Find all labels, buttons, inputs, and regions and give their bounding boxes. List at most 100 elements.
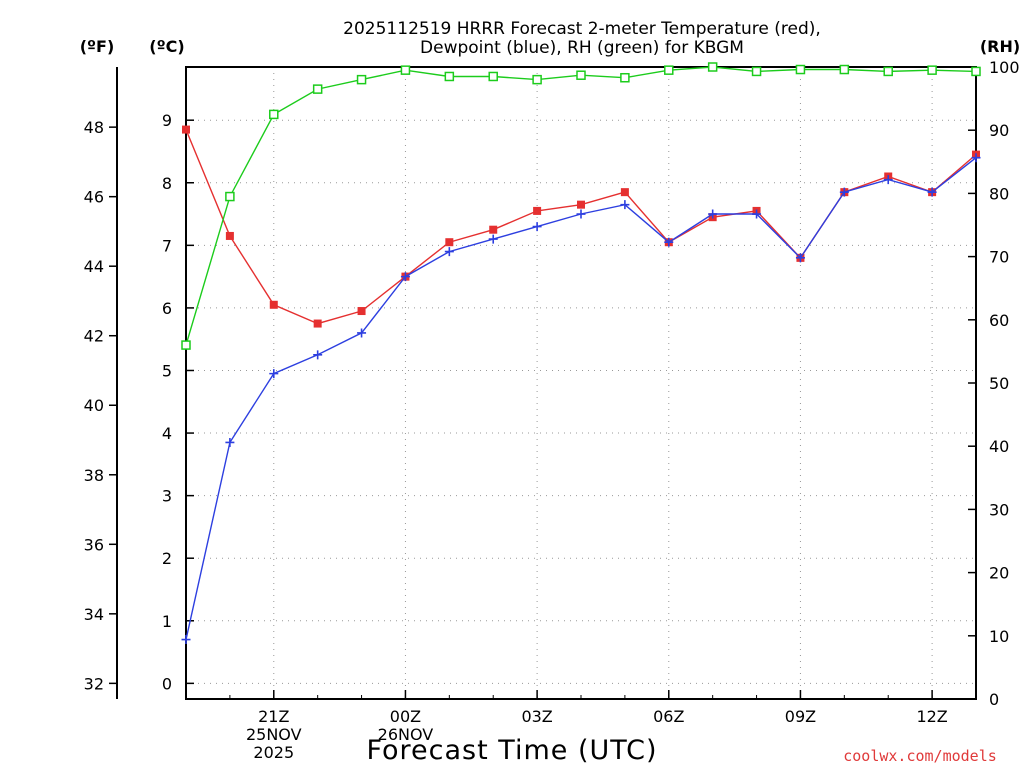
- temperature-point: [445, 238, 454, 247]
- fahrenheit-tick-label: 44: [84, 257, 104, 276]
- temperature-point: [269, 300, 278, 309]
- rh-point: [400, 65, 411, 75]
- temperature-point: [182, 125, 190, 134]
- x-tick-date: 25NOV: [246, 725, 302, 744]
- celsius-tick-label: 3: [162, 487, 172, 506]
- rh-point: [839, 64, 850, 75]
- fahrenheit-tick-label: 32: [84, 674, 104, 693]
- x-tick-year: 2025: [253, 743, 294, 762]
- rh-tick-label: 0: [989, 690, 999, 709]
- rh-tick-label: 10: [989, 627, 1009, 646]
- fahrenheit-tick-label: 46: [84, 188, 104, 207]
- tick-labels: 0123456789323436384042444648010203040506…: [84, 58, 1020, 762]
- dewpoint-point: [839, 187, 849, 197]
- data-series: [181, 62, 981, 645]
- celsius-tick-label: 8: [162, 174, 172, 193]
- dewpoint-point: [444, 247, 454, 257]
- plot-frame: [185, 66, 977, 700]
- dewpoint-point: [927, 187, 937, 197]
- celsius-tick-label: 1: [162, 612, 172, 631]
- rh-point: [269, 109, 279, 120]
- rh-point: [312, 84, 323, 94]
- rh-point: [576, 70, 586, 80]
- x-tick-label: 03Z: [521, 707, 552, 726]
- dewpoint-point: [576, 209, 586, 219]
- credit-link[interactable]: coolwx.com/models: [843, 747, 997, 765]
- x-tick-date: 26NOV: [378, 725, 434, 744]
- dewpoint-point: [181, 635, 191, 645]
- fahrenheit-tick-label: 36: [84, 535, 104, 554]
- x-tick-label: 00Z: [390, 707, 421, 726]
- celsius-tick-label: 4: [162, 424, 172, 443]
- x-tick-label: 12Z: [916, 707, 947, 726]
- rh-tick-label: 90: [989, 121, 1009, 140]
- chart-title-line-1: 2025112519 HRRR Forecast 2-meter Tempera…: [343, 19, 821, 39]
- fahrenheit-tick-label: 48: [84, 118, 104, 137]
- fahrenheit-tick-label: 38: [84, 466, 104, 485]
- celsius-tick-label: 0: [162, 674, 172, 693]
- x-axis-title: Forecast Time (UTC): [366, 735, 657, 766]
- rh-point: [488, 71, 498, 82]
- rh-tick-label: 50: [989, 374, 1009, 393]
- temperature-point: [620, 188, 629, 197]
- fahrenheit-tick-label: 34: [84, 605, 104, 624]
- axes: [109, 66, 977, 700]
- fahrenheit-tick-label: 40: [84, 396, 104, 415]
- dewpoint-line: [185, 157, 977, 640]
- rh-point: [225, 191, 235, 202]
- rh-unit-label: (RH): [980, 37, 1020, 56]
- chart-title-line-2: Dewpoint (blue), RH (green) for KBGM: [420, 38, 744, 58]
- rh-point: [620, 72, 630, 83]
- dewpoint-point: [532, 222, 542, 232]
- fahrenheit-unit-label: (ºF): [80, 37, 115, 56]
- dewpoint-point: [795, 253, 805, 263]
- temperature-point: [313, 319, 322, 328]
- rh-point: [356, 74, 367, 85]
- dewpoint-point: [400, 272, 410, 282]
- dewpoint-point: [488, 234, 498, 244]
- rh-tick-label: 20: [989, 564, 1009, 583]
- temperature-point: [489, 225, 498, 234]
- temperature-line: [185, 129, 977, 325]
- celsius-tick-label: 7: [162, 236, 172, 255]
- dewpoint-point: [752, 209, 762, 219]
- dewpoint-point: [883, 175, 893, 185]
- rh-point: [707, 62, 718, 72]
- rh-tick-label: 70: [989, 248, 1009, 267]
- grid-lines: [186, 67, 976, 699]
- celsius-tick-label: 2: [162, 549, 172, 568]
- x-tick-label: 09Z: [785, 707, 816, 726]
- dewpoint-point: [708, 209, 718, 219]
- rh-point: [883, 66, 893, 77]
- dewpoint-point: [664, 237, 674, 247]
- celsius-tick-label: 5: [162, 361, 172, 380]
- x-tick-label: 21Z: [258, 707, 289, 726]
- temperature-point: [533, 206, 542, 215]
- fahrenheit-tick-label: 42: [84, 327, 104, 346]
- rh-point: [664, 65, 674, 75]
- rh-tick-label: 40: [989, 437, 1009, 456]
- temperature-point: [357, 307, 366, 316]
- rh-point: [532, 74, 542, 85]
- celsius-tick-label: 6: [162, 299, 172, 318]
- rh-tick-label: 60: [989, 311, 1009, 330]
- temperature-point: [225, 231, 234, 240]
- rh-point: [927, 65, 937, 75]
- rh-point: [181, 340, 191, 350]
- rh-point: [444, 71, 455, 82]
- dewpoint-point: [313, 350, 323, 360]
- rh-tick-label: 100: [989, 58, 1020, 77]
- rh-tick-label: 30: [989, 500, 1009, 519]
- celsius-tick-label: 9: [162, 111, 172, 130]
- rh-point: [795, 64, 806, 75]
- x-tick-label: 06Z: [653, 707, 684, 726]
- dewpoint-point: [269, 369, 279, 379]
- dewpoint-point: [225, 437, 235, 447]
- dewpoint-point: [971, 153, 981, 163]
- celsius-unit-label: (ºC): [149, 37, 184, 56]
- rh-point: [971, 66, 981, 77]
- rh-tick-label: 80: [989, 184, 1009, 203]
- rh-point: [751, 66, 762, 77]
- dewpoint-point: [357, 328, 367, 338]
